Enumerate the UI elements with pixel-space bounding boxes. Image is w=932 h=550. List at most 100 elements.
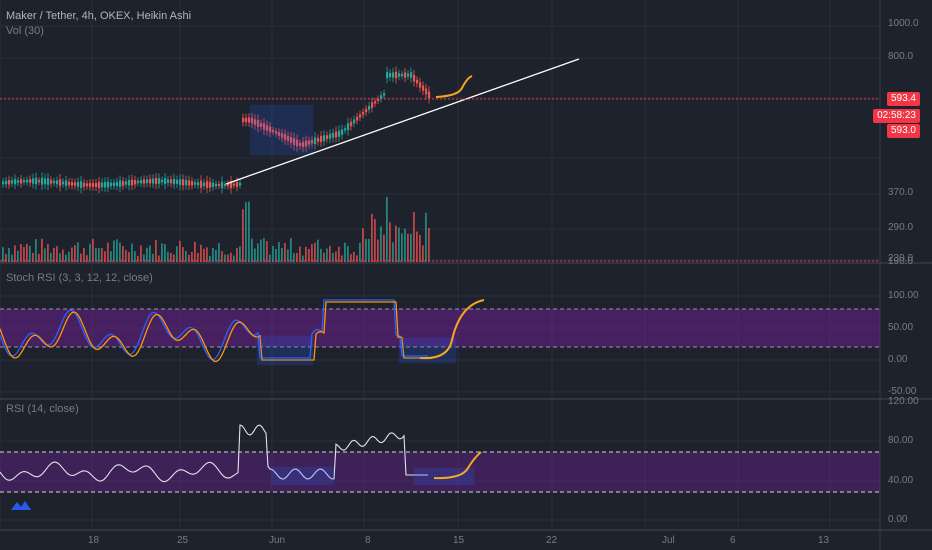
volume-bar (188, 254, 190, 262)
volume-bar (56, 246, 58, 262)
rsi-projection (433, 451, 482, 480)
volume-bar (359, 242, 361, 262)
candle-body (341, 129, 344, 135)
volume-bar (95, 248, 97, 262)
time-tick: 6 (730, 535, 736, 546)
candle-body (62, 181, 65, 185)
volume-bar (119, 242, 121, 262)
volume-bar (413, 212, 415, 262)
candle-body (74, 182, 77, 186)
symbol-label[interactable]: Maker / Tether, 4h, OKEX, Heikin Ashi (6, 10, 192, 22)
volume-bar (329, 245, 331, 262)
tradingview-logo-icon[interactable] (10, 498, 32, 517)
candle-body (323, 135, 326, 142)
stoch-rsi-label[interactable]: Stoch RSI (3, 3, 12, 12, close) (6, 272, 153, 284)
volume-bar (263, 238, 265, 262)
volume-bar (383, 234, 385, 262)
candle-body (221, 181, 224, 189)
candle-body (11, 180, 14, 184)
candle-body (347, 123, 350, 131)
volume-bar (155, 239, 157, 262)
volume-bar (59, 253, 61, 262)
volume-bar (371, 213, 373, 262)
candle-body (107, 181, 110, 188)
candle-body (200, 180, 203, 188)
time-tick: Jun (269, 535, 286, 546)
volume-bar (275, 248, 277, 262)
time-tick: 8 (365, 535, 371, 546)
candle-body (257, 120, 260, 127)
volume-bar (314, 242, 316, 262)
volume-bar (269, 254, 271, 262)
volume-bar (335, 251, 337, 262)
candle-body (155, 178, 158, 184)
volume-bar (302, 255, 304, 262)
candle-body (398, 73, 401, 77)
volume-bar (401, 233, 403, 262)
volume-bar (197, 253, 199, 262)
volume-bar (236, 248, 238, 262)
volume-bar (242, 209, 244, 262)
candle-body (71, 181, 74, 186)
candle-body (338, 130, 341, 137)
volume-bar (44, 248, 46, 262)
candle-body (140, 179, 143, 184)
candle-body (290, 137, 293, 143)
price-tick: 290.0 (888, 222, 914, 233)
candle-body (326, 135, 329, 140)
volume-bar (287, 249, 289, 262)
volume-bar (74, 245, 76, 262)
candle-body (86, 183, 89, 187)
volume-bar (218, 243, 220, 262)
volume-bar (296, 252, 298, 262)
candle-body (278, 132, 281, 136)
volume-bar (104, 251, 106, 262)
volume-bar (356, 255, 358, 262)
candle-body (425, 88, 428, 95)
candle-body (89, 183, 92, 187)
volume-bar (398, 227, 400, 262)
volume-bar (146, 247, 148, 262)
volume-bar (65, 254, 67, 262)
volume-bar (362, 228, 364, 262)
volume-bar (374, 218, 376, 262)
stoch-tick: -50.00 (888, 386, 917, 397)
candle-body (329, 133, 332, 139)
volume-bar (347, 246, 349, 262)
volume-bar (233, 255, 235, 262)
volume-bar (167, 251, 169, 262)
rsi-line (0, 424, 428, 483)
volume-bar (41, 238, 43, 262)
volume-bar (251, 238, 253, 262)
volume-bar (344, 242, 346, 262)
candle-body (209, 181, 212, 188)
volume-bar (332, 253, 334, 262)
volume-bar (164, 244, 166, 262)
volume-label[interactable]: Vol (30) (6, 25, 44, 37)
rsi-band (0, 452, 880, 492)
volume-bar (254, 248, 256, 262)
candle-body (104, 182, 107, 188)
candle-body (20, 179, 23, 184)
candle-body (47, 178, 50, 185)
candle-body (317, 138, 320, 142)
candle-body (404, 72, 407, 78)
candle-body (353, 119, 356, 124)
volume-bar (83, 247, 85, 262)
volume-bar (416, 231, 418, 262)
volume-bar (227, 254, 229, 262)
candle-body (182, 179, 185, 186)
volume-bar (29, 245, 31, 262)
rsi-label[interactable]: RSI (14, close) (6, 403, 79, 415)
volume-bar (326, 248, 328, 262)
volume-bar (293, 253, 295, 262)
volume-bar (89, 243, 91, 262)
candle-body (206, 181, 209, 188)
candle-body (275, 131, 278, 134)
volume-bar (11, 254, 13, 262)
volume-bar (62, 249, 64, 262)
volume-bar (248, 201, 250, 262)
candle-body (17, 180, 20, 183)
volume-bar (299, 246, 301, 262)
